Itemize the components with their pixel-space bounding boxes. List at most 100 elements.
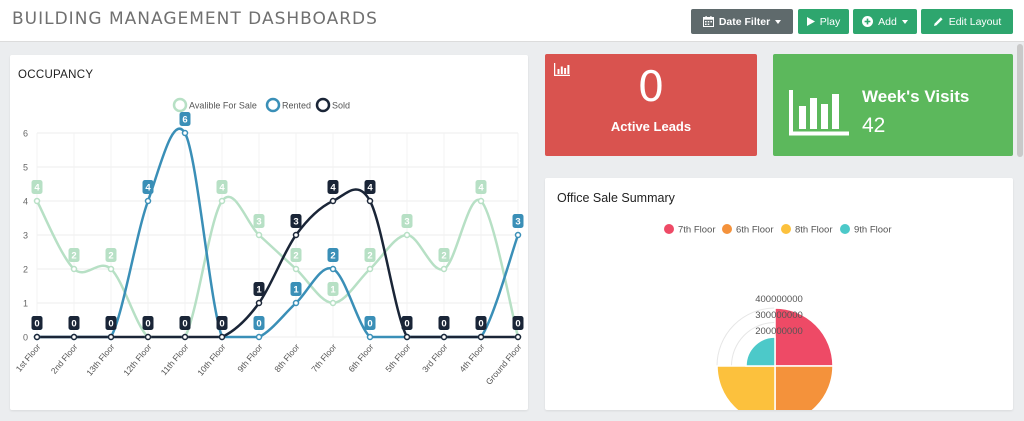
y-tick-label: 0 xyxy=(23,333,28,343)
series-line xyxy=(36,188,518,339)
data-label-bg xyxy=(253,282,265,296)
data-label: 1 xyxy=(256,285,262,296)
x-tick-label: 13th Floor xyxy=(84,342,116,378)
polar-segment xyxy=(774,307,834,367)
data-point xyxy=(292,299,300,307)
legend-swatch xyxy=(781,224,791,234)
legend-label: 8th Floor xyxy=(795,225,833,236)
weeks-visits-value: 42 xyxy=(862,114,886,137)
y-tick-label: 2 xyxy=(23,265,28,275)
data-label-bg xyxy=(475,180,487,194)
x-tick-label: 3rd Floor xyxy=(420,342,450,375)
office-sale-summary-panel: Office Sale Summary 7th Floor 6th Floor 8t… xyxy=(545,178,1013,410)
data-label-bg xyxy=(438,248,450,262)
data-point xyxy=(514,333,522,341)
active-leads-tile[interactable]: 0 Active Leads xyxy=(545,54,757,156)
data-label-bg xyxy=(475,316,487,330)
radial-tick-label: 200000000 xyxy=(755,326,803,337)
x-tick-label: 6th Floor xyxy=(346,342,375,374)
legend-swatch xyxy=(172,97,188,113)
data-point xyxy=(403,231,411,239)
calendar-icon xyxy=(702,16,714,27)
data-label: 0 xyxy=(108,319,113,330)
data-label: 0 xyxy=(478,319,483,330)
polar-segment xyxy=(745,336,776,367)
data-point xyxy=(70,265,78,273)
data-point xyxy=(366,333,374,341)
play-icon xyxy=(806,17,815,26)
x-tick-label: Ground Floor xyxy=(484,342,524,387)
data-label-bg xyxy=(68,316,80,330)
data-label: 4 xyxy=(219,183,225,194)
data-label: 0 xyxy=(219,319,224,330)
data-point xyxy=(440,333,448,341)
y-tick-label: 1 xyxy=(23,299,28,309)
data-point xyxy=(477,197,485,205)
data-point xyxy=(366,197,374,205)
legend-swatch xyxy=(315,97,331,113)
data-point xyxy=(477,333,485,341)
active-leads-value: 0 xyxy=(637,62,665,111)
x-tick-label: 7th Floor xyxy=(309,342,338,374)
data-label-bg xyxy=(401,214,413,228)
play-label: Play xyxy=(819,15,841,28)
data-label: 4 xyxy=(478,183,484,194)
data-label-bg xyxy=(512,316,524,330)
y-tick-label: 6 xyxy=(23,129,28,139)
data-point xyxy=(329,197,337,205)
data-label-bg xyxy=(68,248,80,262)
data-label-bg xyxy=(31,180,43,194)
scrollbar[interactable] xyxy=(1016,42,1024,421)
data-label: 1 xyxy=(330,285,336,296)
data-label: 2 xyxy=(367,251,372,262)
radial-tick-label: 400000000 xyxy=(755,294,803,305)
x-tick-label: 10th Floor xyxy=(195,342,227,378)
occupancy-panel: OCCUPANCY 0 1 2 3 4 5 6 1st Floor 2nd Floor 13th … xyxy=(10,55,528,410)
legend-label: Avalible For Sale xyxy=(189,101,257,111)
top-bar: BUILDING MANAGEMENT DASHBOARDS Date Filt… xyxy=(0,0,1024,42)
plus-circle-icon xyxy=(862,16,874,27)
legend-swatch xyxy=(840,224,850,234)
radial-tick-label: 300000000 xyxy=(755,310,803,321)
page-title: BUILDING MANAGEMENT DASHBOARDS xyxy=(12,9,378,29)
edit-layout-button[interactable]: Edit Layout xyxy=(921,9,1013,34)
data-label: 3 xyxy=(515,217,520,228)
data-label-bg xyxy=(142,180,154,194)
data-label: 2 xyxy=(71,251,76,262)
series-line xyxy=(36,127,520,339)
data-label-bg xyxy=(253,214,265,228)
x-tick-label: 5th Floor xyxy=(383,342,412,374)
data-label-bg xyxy=(179,112,191,126)
data-label: 0 xyxy=(515,319,520,330)
data-label: 4 xyxy=(145,183,151,194)
legend-label: 9th Floor xyxy=(854,225,892,236)
data-label-bg xyxy=(512,214,524,228)
x-tick-label: 1st Floor xyxy=(14,342,43,374)
data-label: 0 xyxy=(71,319,76,330)
data-label: 1 xyxy=(293,285,299,296)
active-leads-label: Active Leads xyxy=(610,119,692,134)
data-label: 2 xyxy=(293,251,298,262)
bar-chart-icon xyxy=(554,63,570,76)
office-sale-summary-title: Office Sale Summary xyxy=(557,191,675,205)
data-point xyxy=(514,231,522,239)
data-point xyxy=(181,333,189,341)
data-label: 0 xyxy=(182,319,187,330)
legend-label: 6th Floor xyxy=(736,225,774,236)
play-button[interactable]: Play xyxy=(798,9,849,34)
occupancy-title: OCCUPANCY xyxy=(18,69,94,81)
weeks-visits-tile[interactable]: Week's Visits 42 xyxy=(773,54,1013,156)
data-point xyxy=(292,231,300,239)
scrollbar-thumb[interactable] xyxy=(1017,44,1023,157)
data-label-bg xyxy=(31,316,43,330)
add-label: Add xyxy=(878,15,897,28)
data-point xyxy=(144,197,152,205)
x-tick-label: 9th Floor xyxy=(235,342,264,374)
chevron-down-icon xyxy=(901,19,908,24)
data-label: 0 xyxy=(256,319,261,330)
data-point xyxy=(255,299,263,307)
add-button[interactable]: Add xyxy=(853,9,917,34)
data-label-bg xyxy=(364,248,376,262)
date-filter-button[interactable]: Date Filter xyxy=(691,9,793,34)
